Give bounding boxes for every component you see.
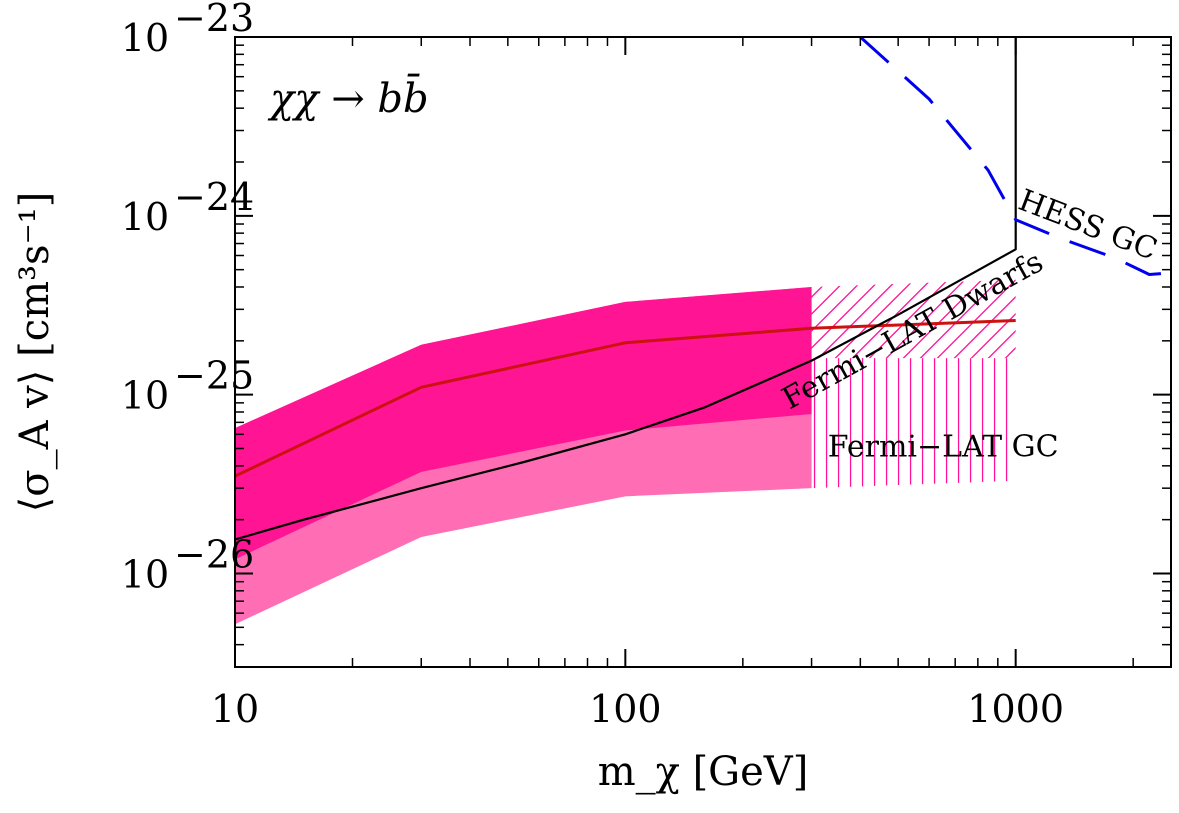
x-axis-title: m_χ [GeV] (598, 749, 809, 795)
fermi-lat-gc-label: Fermi−LAT GC (828, 430, 1059, 465)
hatch-diagonal-9 (811, 279, 976, 359)
y-axis-title: ⟨σ_A v⟩ [cm³s⁻¹] (12, 192, 58, 513)
hatch-diagonal-group (811, 279, 1016, 359)
y-tick-label: 10 (121, 374, 169, 418)
hatch-diagonal-5 (811, 279, 908, 359)
hatched-region (811, 279, 1016, 489)
y-tick-exponent: −23 (174, 0, 254, 40)
hatch-diagonal-4 (811, 279, 891, 359)
hatch-diagonal-7 (811, 279, 942, 359)
y-tick-label: 10 (121, 195, 169, 239)
hatch-diagonal-2 (811, 279, 857, 359)
hess-gc-line (859, 37, 1171, 276)
x-tick-label: 100 (589, 687, 662, 731)
hatch-diagonal-10 (811, 279, 993, 359)
x-tick-label: 1000 (967, 687, 1064, 731)
hatch-diagonal-6 (811, 279, 925, 359)
band-1sigma (235, 286, 812, 560)
hatch-diagonal-3 (811, 279, 874, 359)
y-tick-exponent: −25 (174, 354, 254, 398)
y-tick-label: 10 (121, 16, 169, 60)
process-label: χχ → bb̄ (267, 73, 429, 122)
plot-frame (234, 36, 1172, 668)
hatch-diagonal-8 (811, 279, 959, 359)
hatch-diagonal-13 (832, 279, 1016, 359)
fermi-lat-dwarfs-line (235, 37, 1017, 541)
hatch-diagonal-12 (815, 279, 1016, 359)
x-tick-label: 10 (211, 687, 259, 731)
y-tick-label: 10 (121, 552, 169, 596)
hatch-diagonal-11 (811, 279, 1010, 359)
y-tick-exponent: −24 (174, 175, 254, 219)
y-tick-exponent: −26 (174, 532, 254, 576)
